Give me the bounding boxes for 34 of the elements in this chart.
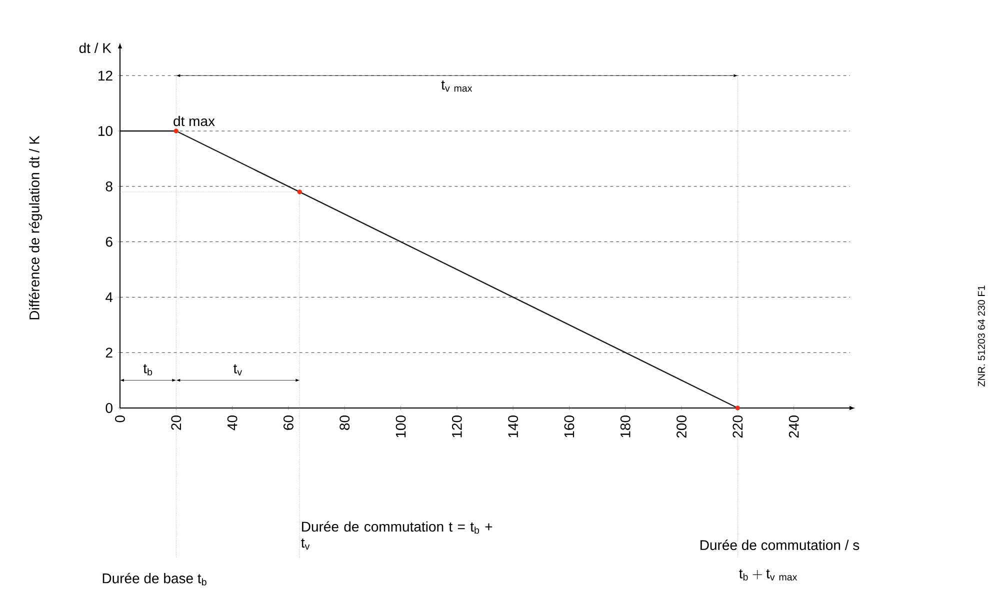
x-tick-label: 40	[227, 416, 238, 430]
x-tick-label: 120	[452, 416, 462, 438]
annotation: dt max	[174, 116, 215, 126]
point	[297, 190, 302, 194]
x-tick-label: 240	[788, 416, 799, 438]
annotation: $\mathrm{t}_{\mathrm{v\ max}}$	[441, 80, 472, 92]
text: $\mathrm{t}_{\mathrm{b}} + \mathrm{t}_{\mathrm{v\ max}}$	[739, 569, 798, 581]
annotation: t$_{v}$	[233, 364, 242, 376]
x-tick-label: 180	[620, 416, 630, 438]
y-tick-label: 0	[106, 403, 112, 413]
y-tick-label: 6	[106, 236, 112, 247]
y-axis-title: Différence de régulation dt / K	[28, 136, 42, 320]
x-tick-label: 160	[564, 416, 574, 438]
x-tick-label: 20	[171, 416, 182, 430]
point	[735, 406, 740, 410]
text: Durée de base t$_{b}$	[102, 572, 206, 586]
x-tick-label: 60	[284, 416, 294, 430]
x-tick-label: 140	[508, 416, 518, 438]
text: ZNR. 51203 64 230 F1	[978, 286, 985, 387]
x-tick-label: 220	[732, 416, 743, 438]
y-tick-label: 8	[106, 181, 112, 192]
y-tick-label: 12	[98, 70, 112, 80]
text: dt / K	[79, 42, 112, 54]
x-tick-label: 100	[396, 416, 406, 438]
annotation: t$_{b}$	[143, 364, 152, 376]
text: Durée de commutation t = t$_{b}$ + t$_{v}$	[301, 521, 492, 550]
y-tick-label: 4	[106, 292, 113, 302]
text: Durée de commutation / s	[700, 540, 860, 550]
point	[174, 128, 179, 134]
x-tick-label: 200	[676, 416, 686, 438]
y-tick-label: 2	[106, 348, 112, 358]
x-tick-label: 80	[340, 416, 350, 430]
x-tick-label: 0	[115, 416, 125, 422]
y-tick-label: 10	[98, 126, 112, 136]
